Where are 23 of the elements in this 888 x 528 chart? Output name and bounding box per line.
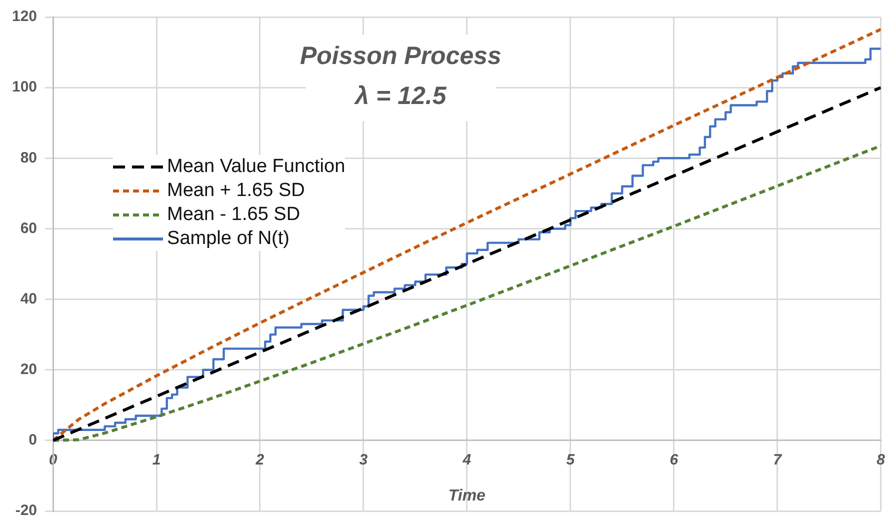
y-tick-label: 100 [12, 78, 38, 96]
x-tick-label: 6 [670, 452, 679, 469]
x-tick-label: 8 [876, 452, 886, 469]
y-tick-label: 120 [12, 8, 38, 26]
x-tick-label: 3 [359, 452, 368, 469]
legend-label: Mean + 1.65 SD [167, 179, 305, 204]
y-tick-label: -20 [15, 502, 38, 520]
legend-label: Mean - 1.65 SD [167, 203, 300, 228]
y-tick-label: 80 [20, 149, 38, 166]
legend-label: Sample of N(t) [167, 227, 290, 252]
text: λ = 12.5 [353, 82, 448, 110]
y-tick-label: 60 [20, 220, 38, 237]
x-axis-title: Time [448, 487, 486, 504]
legend-label: Mean Value Function [167, 155, 346, 180]
y-tick-label: 0 [28, 432, 38, 449]
y-tick-label: 40 [20, 290, 38, 308]
x-tick-label: 1 [152, 452, 161, 469]
x-tick-label: 5 [566, 452, 576, 469]
y-tick-label: 20 [20, 361, 38, 378]
x-tick-label: 4 [462, 452, 472, 469]
x-tick-label: 2 [254, 452, 265, 469]
x-tick-label: 7 [773, 452, 782, 469]
text: Poisson Process [300, 42, 502, 70]
